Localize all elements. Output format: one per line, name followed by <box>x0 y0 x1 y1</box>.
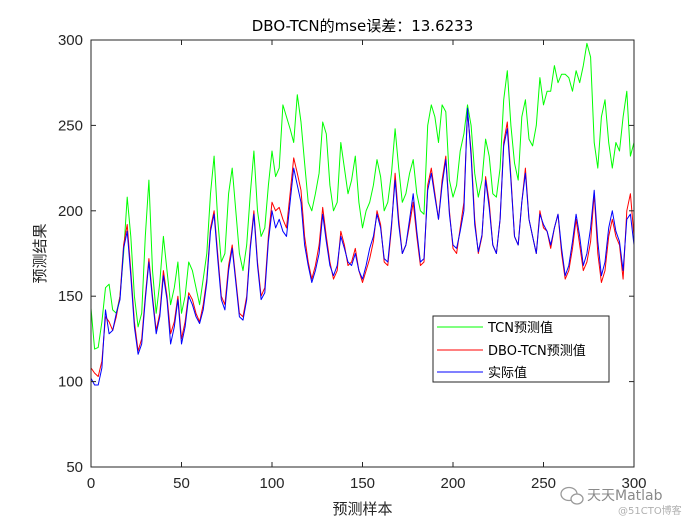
x-tick-label: 0 <box>87 475 95 492</box>
y-tick-label: 300 <box>58 32 83 49</box>
x-tick-label: 150 <box>350 475 375 492</box>
x-tick-label: 200 <box>440 475 465 492</box>
y-tick-label: 150 <box>58 288 83 305</box>
series-layer <box>90 42 635 386</box>
y-tick-label: 50 <box>66 459 83 476</box>
x-axis-label: 预测样本 <box>332 500 392 518</box>
y-tick-label: 250 <box>58 117 83 134</box>
y-tick-label: 200 <box>58 203 83 220</box>
y-axis-label: 预测结果 <box>31 223 49 283</box>
y-tick-label: 100 <box>58 374 83 391</box>
series-line-tcn <box>90 42 635 350</box>
x-tick-label: 50 <box>173 475 190 492</box>
watermark: 天天Matlab @51CTO博客 <box>560 486 682 517</box>
plot-area <box>91 40 634 467</box>
watermark-subtext: @51CTO博客 <box>618 504 682 517</box>
series-line-actual <box>90 107 635 386</box>
legend-label-tcn: TCN预测值 <box>487 320 553 336</box>
legend-label-actual: 实际值 <box>488 365 527 381</box>
wechat-icon <box>560 486 584 505</box>
watermark-text: 天天Matlab <box>587 488 663 504</box>
legend: TCN预测值 DBO-TCN预测值 实际值 <box>432 315 610 383</box>
x-tick-label: 300 <box>621 475 646 492</box>
legend-label-dbo-tcn: DBO-TCN预测值 <box>488 343 586 359</box>
chart-title: DBO-TCN的mse误差：13.6233 <box>252 17 474 35</box>
x-tick-label: 100 <box>259 475 284 492</box>
x-tick-label: 250 <box>531 475 556 492</box>
